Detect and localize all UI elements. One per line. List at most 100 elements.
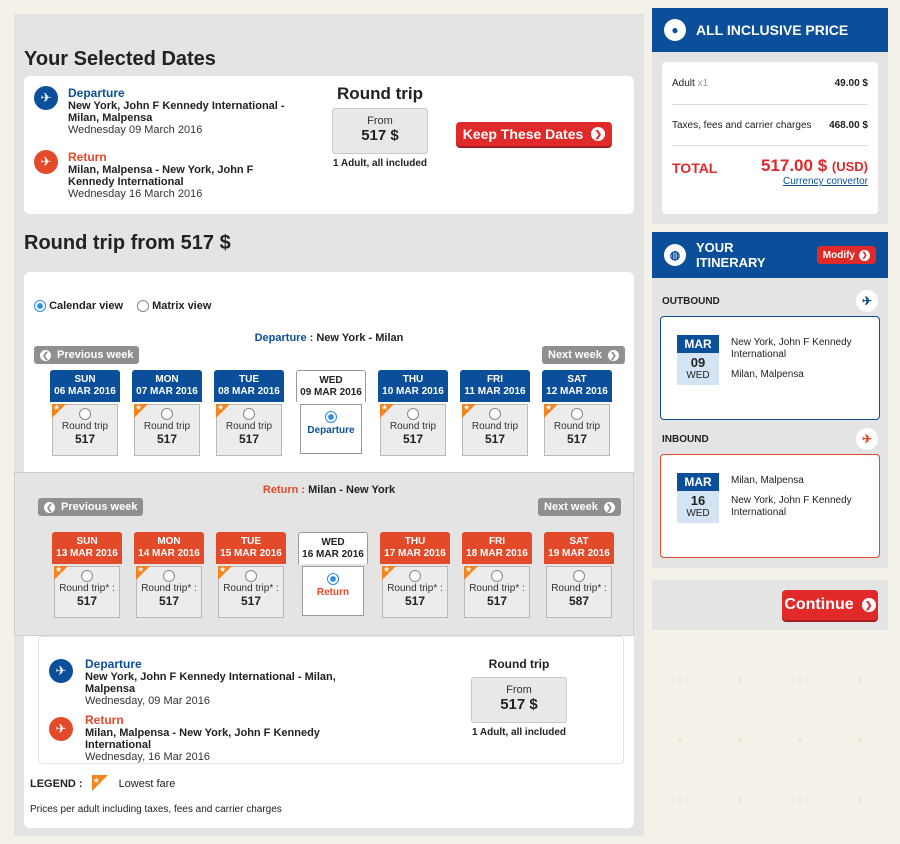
adult-value: 49.00 $ bbox=[834, 77, 868, 89]
day-of-week: MON bbox=[157, 536, 181, 547]
calendar-view-label: Calendar view bbox=[49, 300, 124, 312]
calendar-view-option[interactable]: Calendar view bbox=[34, 300, 124, 313]
itinerary-title-2: ITINERARY bbox=[696, 255, 766, 270]
arrow-right-icon: ❯ bbox=[861, 598, 876, 612]
inbound-heading: INBOUND ✈ bbox=[652, 424, 888, 454]
inbound-month: MAR bbox=[677, 473, 719, 491]
trip-summary: ✈ Departure New York, John F Kennedy Int… bbox=[38, 636, 624, 764]
summary-trip-type: Round trip bbox=[488, 657, 550, 671]
price-note: 1 Adult, all included bbox=[332, 158, 428, 169]
keep-dates-button[interactable]: Keep These Dates ❯ bbox=[456, 122, 612, 146]
day-date: 07 MAR 2016 bbox=[136, 386, 198, 397]
day-sat[interactable]: SAT 19 MAR 2016 Round trip* :587 bbox=[544, 532, 614, 618]
outbound-card: MAR 09 WED New York, John F Kennedy Inte… bbox=[660, 316, 880, 420]
main-panel: Your Selected Dates ✈ Departure New York… bbox=[14, 14, 644, 836]
return-heading-route: Milan - New York bbox=[308, 484, 396, 496]
fare-price: 517 bbox=[158, 594, 180, 608]
day-header: SUN 13 MAR 2016 bbox=[52, 532, 122, 564]
departure-label: Departure bbox=[68, 86, 125, 100]
modify-button[interactable]: Modify ❯ bbox=[816, 246, 876, 264]
day-wed[interactable]: WED 16 MAR 2016 Return bbox=[298, 532, 368, 616]
radio-icon bbox=[161, 408, 173, 420]
fare-price: 517 bbox=[566, 432, 588, 446]
price-panel-title: ALL INCLUSIVE PRICE bbox=[696, 22, 849, 38]
currency-convertor-link[interactable]: Currency convertor bbox=[672, 176, 868, 187]
return-route: Milan, Malpensa - New York, John F Kenne… bbox=[68, 164, 254, 188]
day-header: FRI 11 MAR 2016 bbox=[460, 370, 530, 402]
radio-icon bbox=[243, 408, 255, 420]
departure-heading-label: Departure : bbox=[254, 332, 314, 344]
selected-return: ✈ Return Milan, Malpensa - New York, Joh… bbox=[34, 150, 288, 200]
selected-day-cell[interactable]: Departure bbox=[300, 404, 362, 454]
selected-day-label: Return bbox=[316, 587, 350, 598]
summary-departure-date: Wednesday, 09 Mar 2016 bbox=[85, 695, 210, 707]
return-previous-week-button[interactable]: ❮ Previous week bbox=[38, 498, 144, 516]
day-header: SAT 12 MAR 2016 bbox=[542, 370, 612, 402]
total-value: 517.00 $ bbox=[760, 156, 828, 175]
day-wed[interactable]: WED 09 MAR 2016 Departure bbox=[296, 370, 366, 454]
round-trip-title: Round trip from 517 $ bbox=[24, 232, 231, 254]
summary-return-date: Wednesday, 16 Mar 2016 bbox=[85, 751, 210, 763]
departure-previous-week-button[interactable]: ❮ Previous week bbox=[34, 346, 140, 364]
return-next-week-button[interactable]: Next week ❯ bbox=[538, 498, 621, 516]
day-of-week: SAT bbox=[567, 374, 587, 385]
inbound-from: Milan, Malpensa bbox=[731, 475, 804, 486]
lowest-fare-star-icon bbox=[464, 565, 478, 580]
continue-button[interactable]: Continue ❯ bbox=[782, 590, 878, 620]
lowest-fare-star-icon bbox=[216, 403, 230, 418]
day-date: 14 MAR 2016 bbox=[138, 548, 200, 559]
price-box: From 517 $ bbox=[332, 108, 428, 154]
inbound-to: New York, John F Kennedy International bbox=[731, 495, 852, 518]
departure-next-week-button[interactable]: Next week ❯ bbox=[542, 346, 625, 364]
day-of-week: SAT bbox=[569, 536, 589, 547]
selected-day-cell[interactable]: Return bbox=[302, 566, 364, 616]
selected-dates-card: ✈ Departure New York, John F Kennedy Int… bbox=[24, 76, 634, 214]
day-header: WED 09 MAR 2016 bbox=[296, 370, 366, 402]
taxes-value: 468.00 $ bbox=[829, 119, 868, 131]
day-of-week: FRI bbox=[488, 536, 506, 547]
summary-departure-route: New York, John F Kennedy International -… bbox=[85, 671, 336, 695]
fare-cell[interactable]: Round trip* :517 bbox=[464, 565, 530, 618]
day-date: 13 MAR 2016 bbox=[56, 548, 118, 559]
fare-label: Round trip bbox=[61, 421, 109, 432]
outbound-to: Milan, Malpensa bbox=[731, 369, 804, 380]
price-panel: ● ALL INCLUSIVE PRICE Adult x1 49.00 $ T… bbox=[652, 8, 888, 224]
fare-price: 517 bbox=[74, 432, 96, 446]
fare-cell[interactable]: Round trip* :517 bbox=[382, 565, 448, 618]
fare-cell[interactable]: Round trip* :517 bbox=[218, 565, 284, 618]
fare-cell[interactable]: Round trip* :517 bbox=[136, 565, 202, 618]
fare-label: Round trip bbox=[553, 421, 601, 432]
lowest-fare-star-icon bbox=[382, 565, 396, 580]
day-of-week: THU bbox=[404, 536, 426, 547]
taxes-row: Taxes, fees and carrier charges 468.00 $ bbox=[672, 105, 868, 145]
fare-cell[interactable]: Round trip* :517 bbox=[54, 565, 120, 618]
lowest-fare-star-icon bbox=[462, 403, 476, 418]
fare-cell[interactable]: Round trip* :587 bbox=[546, 566, 612, 618]
selected-departure: ✈ Departure New York, John F Kennedy Int… bbox=[34, 86, 288, 136]
fare-label: Round trip* : bbox=[469, 583, 525, 594]
matrix-view-option[interactable]: Matrix view bbox=[137, 300, 211, 313]
lowest-fare-star-icon bbox=[218, 565, 232, 580]
fare-price: 517 bbox=[240, 594, 262, 608]
lowest-fare-star-icon bbox=[54, 565, 68, 580]
radio-icon bbox=[491, 570, 503, 582]
arrow-right-icon: ❯ bbox=[607, 349, 619, 361]
day-header: THU 10 MAR 2016 bbox=[378, 370, 448, 402]
